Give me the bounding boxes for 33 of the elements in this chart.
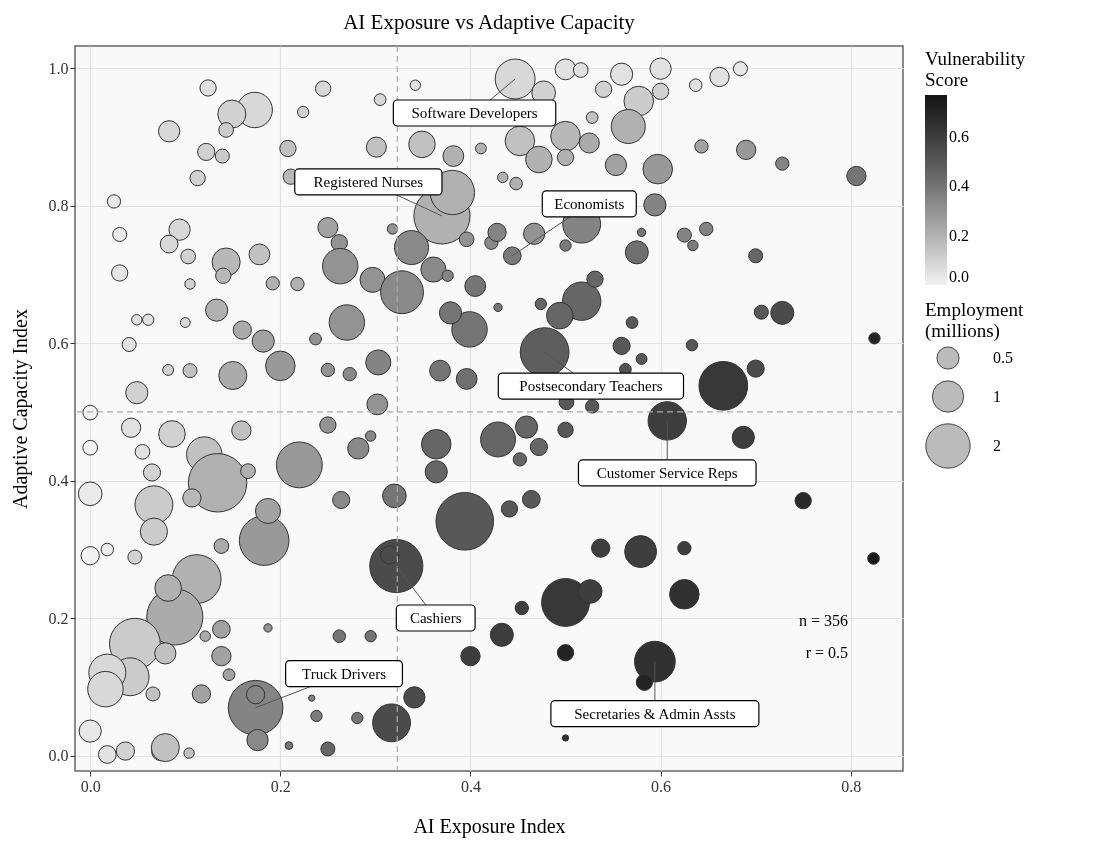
chart-title: AI Exposure vs Adaptive Capacity	[343, 10, 636, 35]
annotation: Postsecondary Teachers	[519, 378, 663, 395]
y-tick-label: 1.0	[48, 59, 69, 77]
legend-title: Employment (millions)	[925, 299, 1024, 342]
annotation: Customer Service Reps	[596, 464, 738, 481]
annotation: Registered Nurses	[313, 173, 424, 190]
y-tick-label: 0.0	[48, 747, 69, 765]
legend-label: 0.5	[993, 349, 1013, 366]
annotation: Economists	[554, 195, 625, 212]
annotation: Software Developers	[411, 105, 538, 122]
color-bar-label: 0.4	[949, 177, 969, 195]
x-tick-label: 0.4	[460, 777, 481, 795]
color-bar-label: 0.2	[949, 226, 969, 244]
y-axis-title: Adaptive Capacity Index	[8, 309, 32, 509]
x-tick-label: 0.6	[651, 777, 672, 795]
color-bar-title: Vulnerability Score	[925, 48, 1026, 90]
annotation: Cashiers	[409, 610, 462, 627]
y-tick-label: 0.6	[48, 334, 69, 352]
annotation: r = 0.5	[805, 644, 848, 661]
legend-label: 1	[993, 387, 1001, 405]
x-tick-label: 0.2	[270, 777, 291, 795]
annotation: n = 356	[798, 612, 848, 629]
x-tick-label: 0.0	[80, 777, 101, 795]
y-tick-label: 0.2	[48, 609, 69, 627]
x-axis-title: AI Exposure Index	[413, 814, 566, 838]
y-tick-label: 0.4	[48, 472, 69, 490]
annotation: Truck Drivers	[302, 665, 387, 682]
legend-label: 2	[993, 437, 1001, 454]
color-bar-label: 0.0	[949, 268, 969, 285]
y-tick-label: 0.8	[48, 197, 69, 215]
annotation: Secretaries & Admin Assts	[574, 705, 736, 722]
color-bar-label: 0.6	[949, 127, 969, 145]
x-tick-label: 0.8	[841, 777, 862, 795]
